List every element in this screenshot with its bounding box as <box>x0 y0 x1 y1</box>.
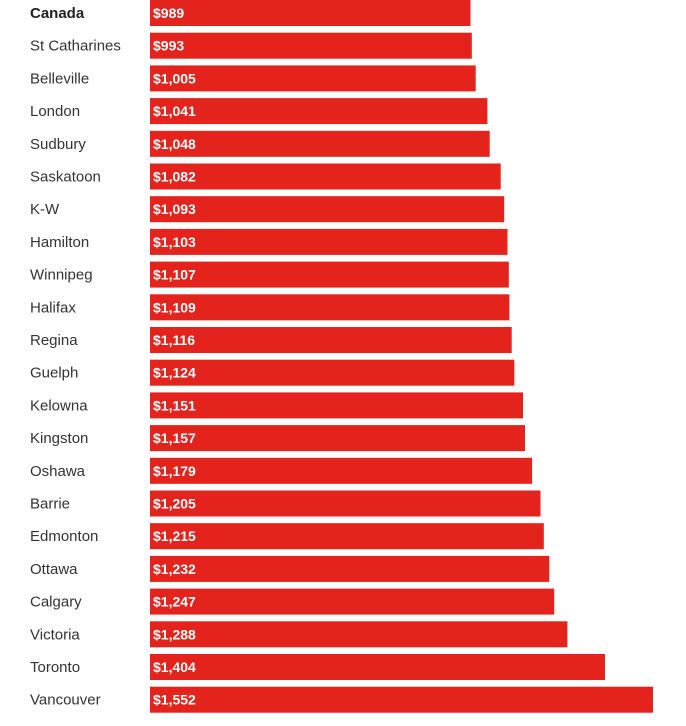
bar-value-label: $1,215 <box>153 528 196 544</box>
category-label: Victoria <box>30 626 80 643</box>
bar-value-label: $1,232 <box>153 561 196 577</box>
bar-value-label: $1,116 <box>153 332 195 348</box>
bar <box>150 555 550 582</box>
bar <box>150 359 515 386</box>
bar-value-label: $1,404 <box>153 659 196 675</box>
bar-value-label: $1,093 <box>153 201 196 217</box>
bar-value-label: $1,103 <box>153 234 196 250</box>
bar <box>150 0 471 26</box>
category-label: Kelowna <box>30 397 88 414</box>
category-label: London <box>30 103 80 120</box>
bar <box>150 523 544 550</box>
category-label: Ottawa <box>30 561 78 578</box>
bar-value-label: $1,552 <box>153 692 196 708</box>
bar <box>150 196 505 223</box>
bar <box>150 654 605 680</box>
bar <box>150 686 653 713</box>
category-label: St Catharines <box>30 38 121 55</box>
category-label: Canada <box>30 5 85 22</box>
category-label: Belleville <box>30 70 89 87</box>
category-label: Winnipeg <box>30 267 93 284</box>
bar <box>150 490 541 517</box>
category-label: Kingston <box>30 430 88 447</box>
category-label: Edmonton <box>30 528 98 545</box>
category-label: Halifax <box>30 299 76 316</box>
bar <box>150 425 525 452</box>
category-label: Vancouver <box>30 692 101 709</box>
bar-value-label: $1,288 <box>153 626 196 642</box>
category-label: Toronto <box>30 659 80 676</box>
bar-value-label: $993 <box>153 38 184 54</box>
category-label: Hamilton <box>30 234 89 251</box>
bar-value-label: $1,157 <box>153 430 196 446</box>
bar-value-label: $1,048 <box>153 136 196 152</box>
bar-value-label: $1,109 <box>153 299 196 315</box>
bar-value-label: $1,107 <box>153 267 196 283</box>
category-label: Saskatoon <box>30 169 101 186</box>
bar-value-label: $1,041 <box>153 103 196 119</box>
category-label: Oshawa <box>30 463 86 480</box>
bar <box>150 65 476 92</box>
bar-value-label: $1,205 <box>153 496 196 512</box>
category-label: Barrie <box>30 496 70 513</box>
bar <box>150 32 472 59</box>
bar <box>150 228 508 255</box>
bar <box>150 588 555 615</box>
bar-value-label: $989 <box>153 5 184 21</box>
category-label: K-W <box>30 201 60 218</box>
bar-value-label: $1,151 <box>153 397 196 413</box>
bar <box>150 261 509 288</box>
bar-value-label: $1,005 <box>153 70 196 86</box>
bar-value-label: $1,179 <box>153 463 196 479</box>
category-label: Sudbury <box>30 136 86 153</box>
bar <box>150 327 512 353</box>
bar-value-label: $1,124 <box>153 365 196 381</box>
category-label: Guelph <box>30 365 78 382</box>
category-label: Regina <box>30 332 78 349</box>
bar <box>150 98 488 125</box>
bar <box>150 621 568 648</box>
bar <box>150 457 533 484</box>
bar <box>150 130 490 157</box>
category-label: Calgary <box>30 594 82 611</box>
bar <box>150 163 501 190</box>
bar-value-label: $1,247 <box>153 594 196 610</box>
bar <box>150 392 523 419</box>
bar <box>150 294 510 321</box>
bar-value-label: $1,082 <box>153 169 196 185</box>
